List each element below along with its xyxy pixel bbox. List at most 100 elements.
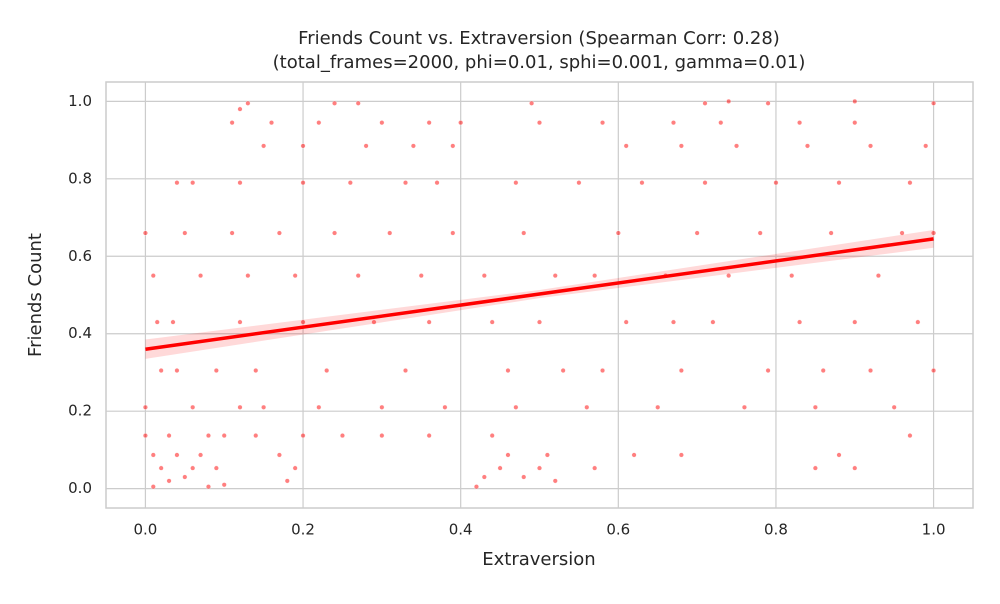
scatter-point bbox=[150, 484, 156, 490]
scatter-point bbox=[379, 404, 385, 410]
chart-subtitle: (total_frames=2000, phi=0.01, sphi=0.001… bbox=[273, 52, 806, 73]
scatter-point bbox=[142, 433, 148, 439]
scatter-point bbox=[631, 452, 637, 458]
scatter-point bbox=[221, 433, 227, 439]
scatter-point bbox=[355, 273, 361, 279]
scatter-point bbox=[213, 465, 219, 471]
scatter-point bbox=[797, 120, 803, 126]
scatter-point bbox=[584, 404, 590, 410]
plot-marks bbox=[142, 98, 937, 490]
scatter-point bbox=[229, 230, 235, 236]
scatter-point bbox=[757, 230, 763, 236]
scatter-point bbox=[931, 368, 937, 374]
scatter-point bbox=[670, 120, 676, 126]
scatter-point bbox=[678, 143, 684, 149]
scatter-point bbox=[489, 319, 495, 325]
plot-frame bbox=[105, 81, 974, 509]
scatter-point bbox=[836, 452, 842, 458]
scatter-point bbox=[875, 273, 881, 279]
scatter-point bbox=[213, 368, 219, 374]
y-tick-label: 0.2 bbox=[68, 402, 92, 420]
scatter-point bbox=[316, 404, 322, 410]
scatter-point bbox=[300, 143, 306, 149]
scatter-point bbox=[828, 230, 834, 236]
scatter-point bbox=[678, 452, 684, 458]
scatter-point bbox=[702, 100, 708, 106]
scatter-point bbox=[142, 404, 148, 410]
scatter-point bbox=[158, 465, 164, 471]
y-tick-label: 0.8 bbox=[68, 169, 92, 187]
scatter-point bbox=[458, 120, 464, 126]
scatter-point bbox=[639, 180, 645, 186]
scatter-point bbox=[170, 319, 176, 325]
scatter-point bbox=[726, 98, 732, 104]
y-tick-label: 0.6 bbox=[68, 247, 92, 265]
scatter-point bbox=[907, 180, 913, 186]
regression-line bbox=[145, 237, 934, 351]
scatter-point bbox=[403, 180, 409, 186]
scatter-point bbox=[789, 273, 795, 279]
scatter-point bbox=[765, 100, 771, 106]
scatter-point bbox=[158, 368, 164, 374]
scatter-point bbox=[623, 143, 629, 149]
scatter-point bbox=[702, 180, 708, 186]
scatter-point bbox=[694, 230, 700, 236]
scatter-point bbox=[324, 368, 330, 374]
scatter-point bbox=[505, 452, 511, 458]
scatter-point bbox=[820, 368, 826, 374]
scatter-point bbox=[174, 180, 180, 186]
y-tick-label: 0.0 bbox=[68, 479, 92, 497]
scatter-point bbox=[355, 100, 361, 106]
x-tick-label: 1.0 bbox=[922, 521, 946, 539]
scatter-point bbox=[261, 143, 267, 149]
scatter-point bbox=[300, 433, 306, 439]
scatter-point bbox=[529, 100, 535, 106]
scatter-point bbox=[237, 106, 243, 112]
scatter-point bbox=[237, 404, 243, 410]
scatter-point bbox=[560, 368, 566, 374]
x-tick-label: 0.6 bbox=[606, 521, 630, 539]
scatter-point bbox=[150, 273, 156, 279]
scatter-point bbox=[852, 98, 858, 104]
scatter-point bbox=[198, 273, 204, 279]
scatter-point bbox=[481, 273, 487, 279]
scatter-point bbox=[237, 319, 243, 325]
x-axis-label: Extraversion bbox=[482, 549, 595, 570]
scatter-point bbox=[300, 319, 306, 325]
scatter-point bbox=[269, 120, 275, 126]
scatter-point bbox=[852, 120, 858, 126]
scatter-point bbox=[166, 478, 172, 484]
scatter-point bbox=[284, 478, 290, 484]
scatter-point bbox=[741, 404, 747, 410]
y-tick-label: 1.0 bbox=[68, 92, 92, 110]
scatter-point bbox=[537, 120, 543, 126]
scatter-point bbox=[497, 465, 503, 471]
y-axis-label: Friends Count bbox=[25, 233, 46, 357]
scatter-point bbox=[316, 120, 322, 126]
scatter-point bbox=[576, 180, 582, 186]
scatter-point bbox=[205, 433, 211, 439]
scatter-point bbox=[261, 404, 267, 410]
scatter-point bbox=[852, 465, 858, 471]
scatter-point bbox=[253, 433, 259, 439]
scatter-point bbox=[592, 273, 598, 279]
scatter-point bbox=[190, 180, 196, 186]
scatter-point bbox=[915, 319, 921, 325]
scatter-point bbox=[670, 319, 676, 325]
scatter-point bbox=[710, 319, 716, 325]
scatter-point bbox=[253, 368, 259, 374]
scatter-point bbox=[726, 273, 732, 279]
scatter-point bbox=[174, 368, 180, 374]
scatter-point bbox=[678, 368, 684, 374]
scatter-point bbox=[623, 319, 629, 325]
scatter-point bbox=[154, 319, 160, 325]
scatter-point bbox=[410, 143, 416, 149]
scatter-point bbox=[931, 100, 937, 106]
scatter-point bbox=[868, 368, 874, 374]
scatter-point bbox=[481, 474, 487, 480]
scatter-point bbox=[434, 180, 440, 186]
x-tick-label: 0.4 bbox=[449, 521, 473, 539]
scatter-point bbox=[379, 120, 385, 126]
scatter-point bbox=[205, 484, 211, 490]
